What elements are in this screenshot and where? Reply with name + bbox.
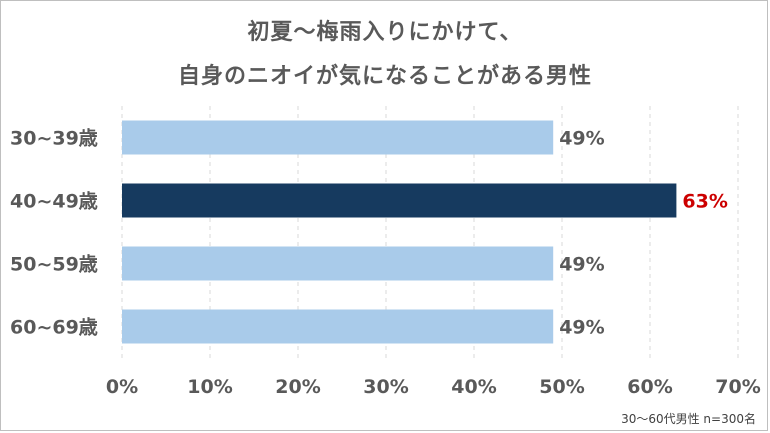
category-label: 60~69歳	[10, 317, 98, 339]
bar	[122, 120, 554, 155]
x-tick-label: 60%	[627, 376, 672, 398]
bar	[122, 246, 554, 281]
data-label: 49%	[559, 254, 604, 276]
x-tick-label: 20%	[275, 376, 320, 398]
x-tick-label: 70%	[715, 376, 760, 398]
chart-title-line-2: 自身のニオイが気になることがある男性	[177, 64, 592, 89]
category-label: 30~39歳	[10, 128, 98, 150]
x-tick-label: 0%	[106, 376, 138, 398]
bar	[122, 183, 677, 218]
data-label: 63%	[682, 191, 727, 213]
category-label: 40~49歳	[10, 191, 98, 213]
sample-footnote: 30〜60代男性 n=300名	[621, 412, 756, 426]
chart-title-line-1: 初夏〜梅雨入りにかけて、	[247, 20, 523, 45]
x-tick-label: 10%	[187, 376, 232, 398]
data-label: 49%	[559, 128, 604, 150]
bar	[122, 309, 554, 344]
data-label: 49%	[559, 317, 604, 339]
x-tick-label: 40%	[451, 376, 496, 398]
x-tick-label: 30%	[363, 376, 408, 398]
category-label: 50~59歳	[10, 254, 98, 276]
x-tick-label: 50%	[539, 376, 584, 398]
